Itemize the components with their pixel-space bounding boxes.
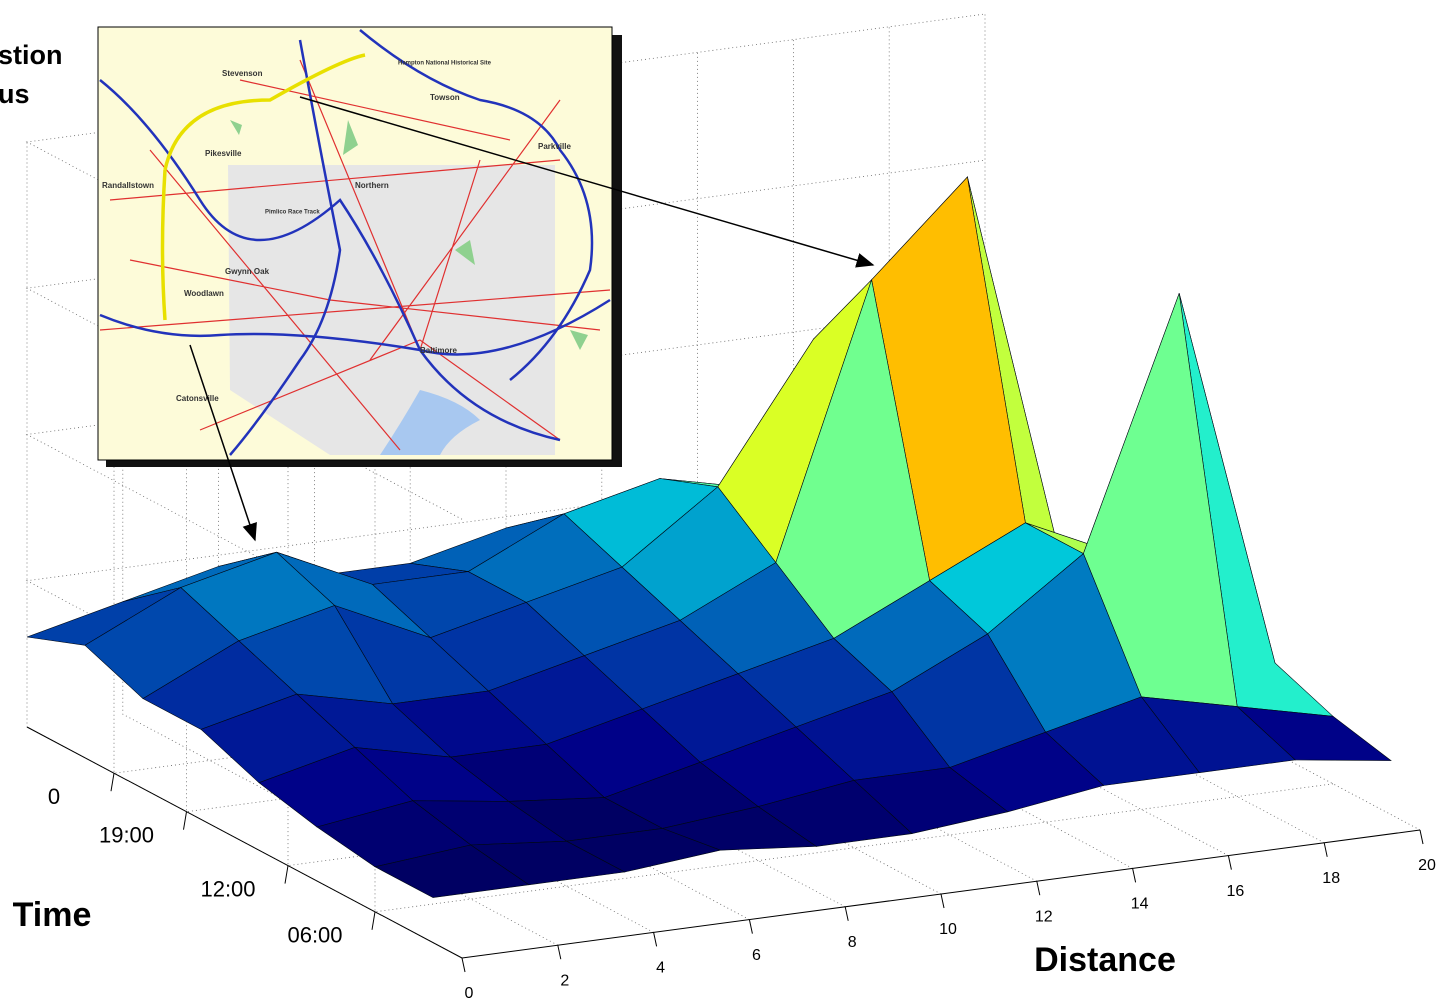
map-label: Randallstown bbox=[102, 181, 154, 190]
map-label: Stevenson bbox=[222, 69, 263, 78]
x-tick bbox=[941, 894, 944, 908]
x-tick bbox=[1133, 868, 1136, 882]
x-tick-label: 10 bbox=[939, 921, 957, 938]
y-tick bbox=[111, 773, 114, 791]
y-tick-label: 0 bbox=[48, 784, 60, 809]
y-tick bbox=[285, 866, 288, 884]
x-tick bbox=[462, 958, 465, 972]
x-tick-label: 8 bbox=[848, 934, 857, 951]
map-label: Pimlico Race Track bbox=[265, 210, 320, 216]
map-label: Gwynn Oak bbox=[225, 267, 270, 276]
x-axis-label: Distance bbox=[1034, 941, 1176, 979]
x-tick-label: 14 bbox=[1131, 896, 1149, 913]
y-tick bbox=[184, 812, 187, 830]
x-tick bbox=[1420, 830, 1423, 844]
x-tick bbox=[1037, 881, 1040, 895]
x-tick-label: 12 bbox=[1035, 908, 1053, 925]
x-tick-label: 6 bbox=[752, 947, 761, 964]
x-tick-label: 0 bbox=[465, 985, 474, 1002]
x-tick bbox=[1228, 856, 1231, 870]
map-inset: Towson Pikesville Randallstown Woodlawn … bbox=[98, 27, 622, 467]
y-axis-label: Time bbox=[13, 896, 92, 934]
x-tick-label: 2 bbox=[560, 972, 569, 989]
city-area bbox=[228, 165, 555, 455]
y-tick-label: 19:00 bbox=[99, 823, 154, 848]
y-tick bbox=[372, 912, 375, 930]
annotation: stion bbox=[0, 40, 63, 70]
map-label: Baltimore bbox=[420, 346, 457, 355]
x-tick-label: 18 bbox=[1322, 870, 1340, 887]
map-label: Towson bbox=[430, 93, 460, 102]
x-tick bbox=[558, 945, 561, 959]
annotation: us bbox=[0, 79, 30, 109]
x-tick bbox=[1324, 843, 1327, 857]
map-label: Hampton National Historical Site bbox=[398, 61, 492, 67]
x-tick bbox=[749, 920, 752, 934]
y-tick-label: 06:00 bbox=[287, 923, 342, 948]
x-tick bbox=[845, 907, 848, 921]
x-tick bbox=[654, 932, 657, 946]
x-tick-label: 16 bbox=[1227, 883, 1245, 900]
x-tick-label: 20 bbox=[1418, 857, 1436, 874]
map-label: Pikesville bbox=[205, 149, 242, 158]
chart: 0246810121416182006:0012:0019:000 stion … bbox=[0, 0, 1448, 1006]
map-label: Catonsville bbox=[176, 394, 219, 403]
map-label: Woodlawn bbox=[184, 289, 224, 298]
x-tick-label: 4 bbox=[656, 960, 665, 977]
map-label: Parkville bbox=[538, 142, 571, 151]
y-tick-label: 12:00 bbox=[200, 876, 255, 901]
map-label: Northern bbox=[355, 181, 389, 190]
page: 0246810121416182006:0012:0019:000 stion … bbox=[0, 0, 1448, 1006]
